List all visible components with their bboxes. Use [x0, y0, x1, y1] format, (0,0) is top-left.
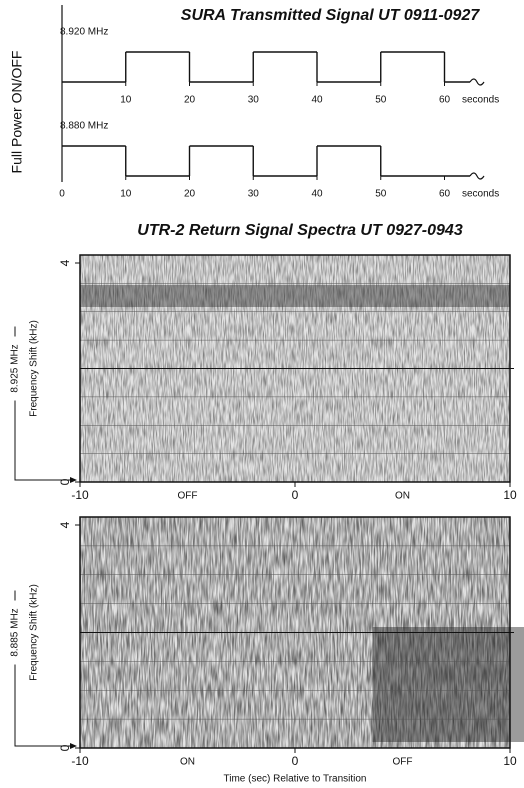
- y-tick-label: 0: [58, 478, 72, 485]
- dark-band: [80, 285, 510, 307]
- x-tick-label: 0: [59, 189, 65, 200]
- x-tick-label: 20: [184, 189, 196, 200]
- y-axis-label: Frequency Shift (kHz): [29, 584, 40, 681]
- x-tick-label: 10: [120, 95, 132, 106]
- x-tick-label: 40: [311, 95, 323, 106]
- chart-title: SURA Transmitted Signal UT 0911-0927: [181, 7, 481, 24]
- x-tick-label: 30: [248, 189, 260, 200]
- side-label: 8.885 MHz: [10, 608, 21, 656]
- x-tick-label: 40: [311, 189, 323, 200]
- x-unit-label: seconds: [462, 95, 499, 106]
- y-axis-label: Frequency Shift (kHz): [29, 320, 40, 417]
- side-arrow: [14, 400, 70, 481]
- x-tick-label: -10: [71, 754, 89, 768]
- y-axis-label: Full Power ON/OFF: [9, 51, 25, 174]
- x-tick-label: 30: [248, 95, 260, 106]
- side-arrow: [14, 664, 70, 747]
- arrow-head: [70, 743, 77, 749]
- axis-break: [469, 172, 485, 180]
- plot-layer: SURA Transmitted Signal UT 0911-0927 Full…: [9, 5, 524, 785]
- x-tick-label: 0: [292, 754, 299, 768]
- annotation: ON: [395, 491, 410, 502]
- x-tick-label: 0: [292, 488, 299, 502]
- annotation: OFF: [178, 491, 198, 502]
- x-tick-label: 60: [439, 189, 451, 200]
- x-tick-label: 10: [120, 189, 132, 200]
- chart-title: UTR-2 Return Signal Spectra UT 0927-0943: [137, 222, 463, 239]
- series-label: 8.920 MHz: [60, 27, 108, 38]
- x-tick-label: 60: [439, 95, 451, 106]
- y-tick-label: 0: [58, 744, 72, 751]
- annotation: ON: [180, 757, 195, 768]
- x-tick-label: 50: [375, 189, 387, 200]
- x-tick-label: 10: [503, 754, 517, 768]
- series-label: 8.880 MHz: [60, 121, 108, 132]
- arrow-head: [70, 477, 77, 483]
- x-tick-label: 20: [184, 95, 196, 106]
- y-tick-label: 4: [58, 521, 72, 528]
- dark-region: [372, 627, 524, 742]
- x-unit-label: seconds: [462, 189, 499, 200]
- annotation: OFF: [393, 757, 413, 768]
- y-tick-label: 4: [58, 259, 72, 266]
- x-tick-label: 10: [503, 488, 517, 502]
- side-label: 8.925 MHz: [10, 344, 21, 392]
- axis-break: [469, 78, 485, 86]
- x-tick-label: 50: [375, 95, 387, 106]
- x-axis-label: Time (sec) Relative to Transition: [223, 774, 366, 785]
- x-tick-label: -10: [71, 488, 89, 502]
